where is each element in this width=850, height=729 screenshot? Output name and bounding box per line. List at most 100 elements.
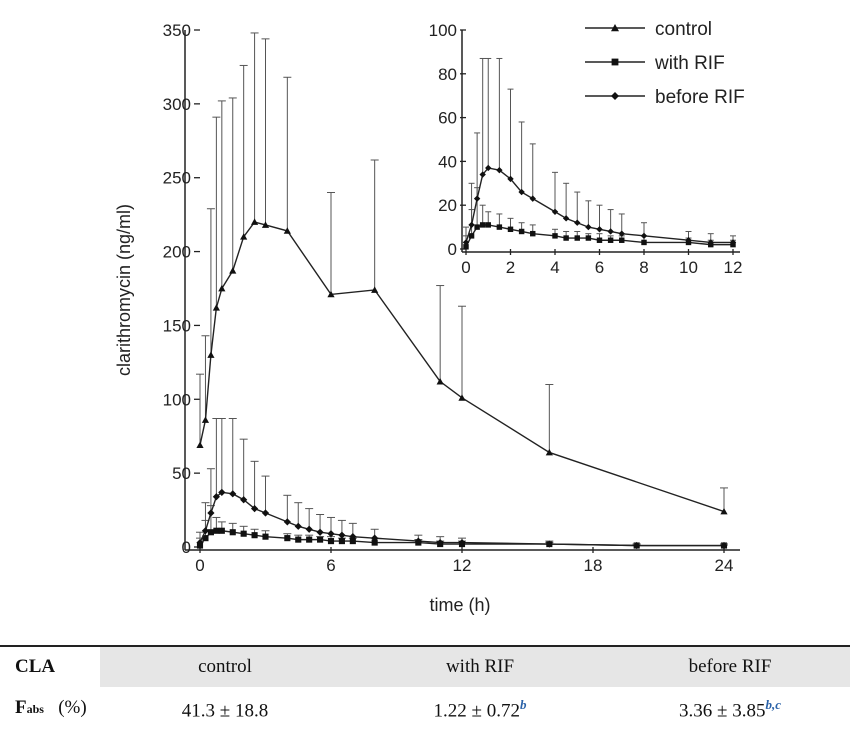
table-param-label: Fabs (%) [15,697,87,719]
data-point [207,351,215,358]
table-header-before-rif: before RIF [688,656,772,677]
table-header-control: control [198,656,252,677]
data-point [338,538,345,545]
y-tick-label: 20 [438,196,457,215]
legend-marker [611,24,619,32]
x-tick-label: 6 [595,258,604,277]
data-point [327,530,335,538]
inset-series [462,57,737,250]
legend-marker [611,92,619,100]
y-tick-label: 50 [172,464,191,483]
table-value-with-rif: 1.22 ± 0.72b [400,697,560,722]
data-point [283,518,291,526]
data-point [250,504,259,513]
data-point [545,540,553,548]
data-point [240,233,248,240]
x-tick-label: 4 [550,258,559,277]
data-point [261,221,270,228]
y-tick-label: 80 [438,65,457,84]
data-point [201,527,210,535]
table-top-rule [0,645,850,647]
x-tick-label: 0 [461,258,470,277]
data-point [496,224,503,230]
data-point [462,239,470,246]
data-point [213,527,220,534]
data-point [316,528,324,536]
data-point [685,237,692,244]
data-point [479,222,486,228]
data-point [618,230,625,237]
data-point [261,509,270,517]
data-point [240,530,247,537]
data-point [295,536,302,543]
param-main: F [15,697,27,718]
data-point [585,223,592,231]
value-sup: b [519,697,527,712]
series-with-rif [196,505,728,549]
table-value-control: 41.3 ± 18.8 [165,697,285,722]
data-point [596,226,603,233]
x-tick-label: 6 [326,556,335,575]
data-point [468,221,475,229]
table-value-before-rif: 3.36 ± 3.85b,c [640,697,820,722]
data-point [585,235,592,241]
data-point [240,496,248,504]
param-sub: abs [26,702,44,716]
data-point [468,233,475,239]
inset-plot: 0 20 40 60 80 100 0 2 4 6 8 10 12 [429,21,743,277]
y-tick-label: 200 [163,243,191,262]
main-x-ticks: 0 6 12 18 24 [195,547,733,575]
data-point [619,237,625,243]
data-point [574,219,581,226]
main-y-ticks: 0 50 100 150 200 250 300 350 [163,21,200,557]
y-tick-label: 250 [163,169,191,188]
x-tick-label: 0 [195,556,204,575]
legend-label: before RIF [655,87,745,108]
data-point [720,507,728,515]
data-point [507,226,514,233]
y-tick-label: 150 [163,316,191,335]
data-point [262,533,269,540]
value-text: 1.22 ± 0.72 [433,700,520,722]
y-tick-label: 100 [163,390,191,409]
data-point [607,237,614,243]
data-point [218,284,226,292]
main-series [196,32,728,550]
y-axis-title: clarithromycin (ng/ml) [114,204,134,376]
data-point [414,537,422,545]
y-tick-label: 40 [438,152,457,171]
y-tick-label: 0 [448,240,457,259]
data-point [545,448,553,456]
data-point [458,394,466,401]
data-point [327,538,335,545]
data-point [474,224,480,230]
param-unit: (%) [58,697,87,718]
x-tick-label: 18 [584,556,603,575]
data-point [284,535,291,542]
x-axis-title: time (h) [429,595,490,615]
data-point [251,532,258,539]
table-header-with-rif: with RIF [445,656,515,677]
data-point [371,539,378,546]
data-point [212,304,220,311]
inset-y-ticks: 0 20 40 60 80 100 [429,21,466,259]
data-point [707,239,714,246]
data-point [207,509,215,517]
data-point [371,286,379,293]
data-point [218,488,226,496]
series-before-rif [462,57,737,246]
data-point [250,218,259,225]
data-point [305,525,313,533]
data-point [562,215,570,222]
data-point [196,441,204,448]
value-text: 41.3 ± 18.8 [181,700,269,722]
data-point [371,534,379,542]
x-tick-label: 12 [724,258,743,277]
data-point [518,188,525,196]
data-point [596,237,603,243]
data-point [196,538,204,547]
data-point [349,538,356,545]
value-text: 3.36 ± 3.85 [679,700,766,722]
